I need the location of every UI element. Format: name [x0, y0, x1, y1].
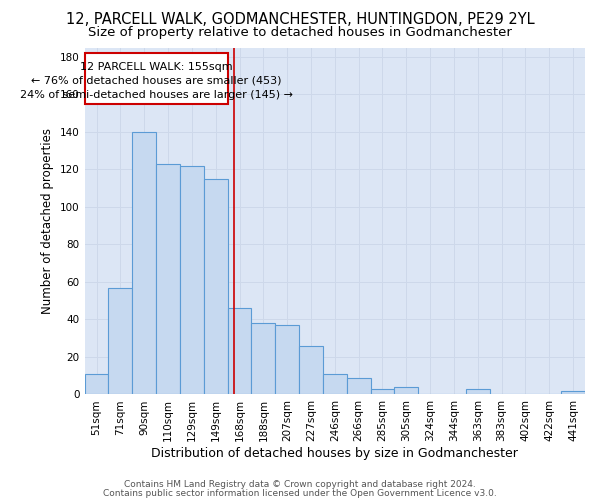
X-axis label: Distribution of detached houses by size in Godmanchester: Distribution of detached houses by size … — [151, 447, 518, 460]
Bar — [85, 53, 228, 104]
Text: ← 76% of detached houses are smaller (453): ← 76% of detached houses are smaller (45… — [31, 76, 282, 86]
Bar — [323, 374, 347, 394]
Bar — [204, 179, 227, 394]
Bar — [156, 164, 180, 394]
Bar — [466, 389, 490, 394]
Bar — [85, 374, 109, 394]
Bar — [371, 389, 394, 394]
Bar — [132, 132, 156, 394]
Text: Contains HM Land Registry data © Crown copyright and database right 2024.: Contains HM Land Registry data © Crown c… — [124, 480, 476, 489]
Bar — [394, 387, 418, 394]
Bar — [561, 390, 585, 394]
Y-axis label: Number of detached properties: Number of detached properties — [41, 128, 55, 314]
Bar — [227, 308, 251, 394]
Bar — [275, 325, 299, 394]
Text: 24% of semi-detached houses are larger (145) →: 24% of semi-detached houses are larger (… — [20, 90, 293, 100]
Text: 12 PARCELL WALK: 155sqm: 12 PARCELL WALK: 155sqm — [80, 62, 233, 72]
Bar — [299, 346, 323, 395]
Text: Contains public sector information licensed under the Open Government Licence v3: Contains public sector information licen… — [103, 489, 497, 498]
Bar — [347, 378, 371, 394]
Bar — [109, 288, 132, 395]
Bar — [251, 323, 275, 394]
Text: 12, PARCELL WALK, GODMANCHESTER, HUNTINGDON, PE29 2YL: 12, PARCELL WALK, GODMANCHESTER, HUNTING… — [65, 12, 535, 28]
Text: Size of property relative to detached houses in Godmanchester: Size of property relative to detached ho… — [88, 26, 512, 39]
Bar — [180, 166, 204, 394]
